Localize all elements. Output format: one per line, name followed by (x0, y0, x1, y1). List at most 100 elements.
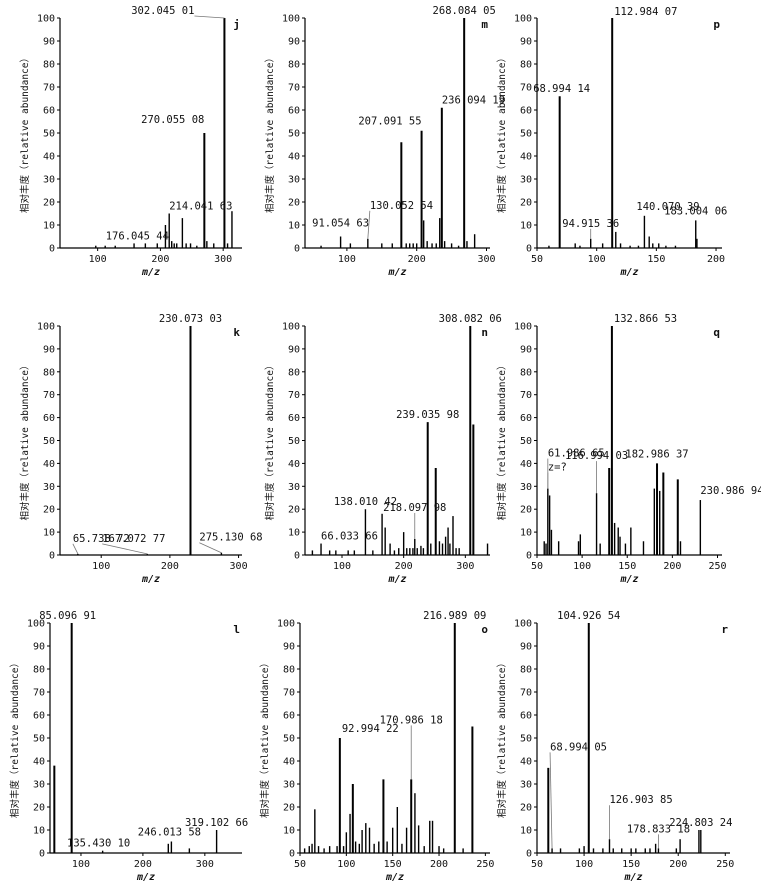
peak-annotation: 66.033 66 (321, 531, 378, 543)
peak-annotation: 65.738 72 (73, 533, 130, 545)
y-tick-label: 50 (283, 734, 295, 745)
y-tick-label: 40 (288, 152, 300, 163)
spectrum-panel-o: 0 10 20 30 40 50 60 70 80 90 100 50 100 150 200 250 m/z 相… (259, 610, 494, 883)
peak-annotation: 116.994 03 (565, 450, 628, 462)
peak-annotation: 224.803 24 (669, 817, 732, 829)
peak-annotation: 302.045 01 (131, 5, 194, 17)
peak-annotation: 275.130 68 (199, 532, 262, 544)
x-tick-label: 100 (588, 254, 606, 265)
x-tick-label: 150 (618, 561, 636, 572)
peak-annotation: 68.994 14 (533, 83, 590, 95)
x-tick-label: 100 (89, 254, 107, 265)
x-tick-label: 200 (134, 859, 152, 870)
peak-annotation: 112.984 07 (614, 6, 677, 18)
x-tick-label: 200 (408, 254, 426, 265)
y-tick-label: 70 (283, 688, 295, 699)
y-tick-label: 80 (288, 367, 300, 378)
y-tick-label: 30 (43, 175, 55, 186)
y-tick-label: 30 (33, 780, 45, 791)
y-tick-label: 70 (43, 390, 55, 401)
y-tick-label: 50 (288, 129, 300, 140)
y-tick-label: 50 (43, 436, 55, 447)
x-tick-label: 200 (707, 254, 725, 265)
y-tick-label: 90 (43, 344, 55, 355)
y-tick-label: 0 (526, 551, 532, 562)
peak-annotation: 308.082 06 (439, 313, 502, 325)
peak-annotation: 170.986 18 (380, 714, 443, 726)
y-tick-label: 60 (520, 711, 532, 722)
y-tick-label: 50 (288, 436, 300, 447)
x-axis-label: m/z (385, 872, 404, 883)
y-tick-label: 100 (514, 322, 532, 333)
y-tick-label: 80 (43, 60, 55, 71)
y-tick-label: 30 (520, 482, 532, 493)
x-axis-label: m/z (141, 574, 160, 585)
peak-annotation: 176.045 44 (106, 230, 169, 242)
peak-annotation: 61.986 65 (548, 448, 605, 460)
y-tick-label: 70 (288, 83, 300, 94)
spectrum-panel-r: 0 10 20 30 40 50 60 70 80 90 100 50 100 150 200 250 m/z 相… (496, 610, 734, 883)
peak-annotation: 218.097 98 (383, 502, 446, 514)
x-tick-label: 100 (92, 561, 110, 572)
y-tick-label: 10 (33, 826, 45, 837)
peak-annotation: 246.013 58 (138, 827, 201, 839)
y-tick-label: 20 (288, 505, 300, 516)
peak-annotation: 91.054 63 (312, 218, 369, 230)
x-axis-label: m/z (623, 872, 642, 883)
y-tick-label: 60 (33, 711, 45, 722)
x-tick-label: 300 (477, 254, 495, 265)
y-tick-label: 100 (282, 322, 300, 333)
annotation-leader (194, 15, 225, 19)
x-axis-label: m/z (387, 267, 406, 278)
y-tick-label: 40 (520, 459, 532, 470)
panel-letter: l (233, 623, 240, 636)
y-tick-label: 50 (520, 129, 532, 140)
y-tick-label: 10 (520, 221, 532, 232)
y-tick-label: 70 (33, 688, 45, 699)
peak-annotation: z=? (548, 462, 567, 474)
peak-annotation: 319.102 66 (185, 817, 248, 829)
y-axis-label: 相对丰度（relative abundance） (19, 53, 31, 213)
x-tick-label: 250 (716, 859, 734, 870)
y-tick-label: 40 (43, 152, 55, 163)
x-tick-label: 300 (456, 561, 474, 572)
y-tick-label: 0 (49, 551, 55, 562)
y-tick-label: 0 (294, 551, 300, 562)
x-tick-label: 100 (337, 859, 355, 870)
y-tick-label: 50 (33, 734, 45, 745)
y-tick-label: 40 (43, 459, 55, 470)
x-tick-label: 50 (531, 561, 543, 572)
y-tick-label: 60 (43, 106, 55, 117)
peak-annotation: 140.070 39 (636, 201, 699, 213)
y-tick-label: 90 (288, 344, 300, 355)
y-tick-label: 70 (288, 390, 300, 401)
peak-annotation: 130.052 54 (370, 200, 433, 212)
peak-annotation: 178.833 18 (627, 823, 690, 835)
y-tick-label: 80 (283, 665, 295, 676)
peak-annotation: 236.094 19 (442, 95, 505, 107)
y-tick-label: 40 (288, 459, 300, 470)
y-tick-label: 90 (33, 642, 45, 653)
x-tick-label: 150 (622, 859, 640, 870)
y-tick-label: 80 (43, 367, 55, 378)
y-tick-label: 70 (520, 83, 532, 94)
x-tick-label: 200 (430, 859, 448, 870)
panel-letter: q (713, 326, 720, 339)
panel-letter: n (481, 326, 488, 339)
y-tick-label: 100 (27, 619, 45, 630)
panel-letter: j (233, 18, 240, 31)
y-tick-label: 90 (43, 37, 55, 48)
y-tick-label: 60 (520, 413, 532, 424)
spectrum-panel-k: 0 10 20 30 40 50 60 70 80 90 100 100 200 300 m/z 相对丰度（r… (19, 313, 263, 585)
y-tick-label: 10 (43, 528, 55, 539)
y-tick-label: 20 (288, 198, 300, 209)
peak-annotation: 230.986 94 (700, 485, 761, 497)
y-tick-label: 10 (283, 826, 295, 837)
peak-annotation: 104.926 54 (557, 610, 620, 622)
peak-annotation: 85.096 91 (39, 610, 96, 622)
annotation-leader (199, 542, 222, 554)
y-axis-label: 相对丰度（relative abundance） (264, 361, 276, 521)
peak-annotation: 92.994 22 (342, 723, 399, 735)
x-tick-label: 150 (384, 859, 402, 870)
y-tick-label: 0 (526, 849, 532, 860)
